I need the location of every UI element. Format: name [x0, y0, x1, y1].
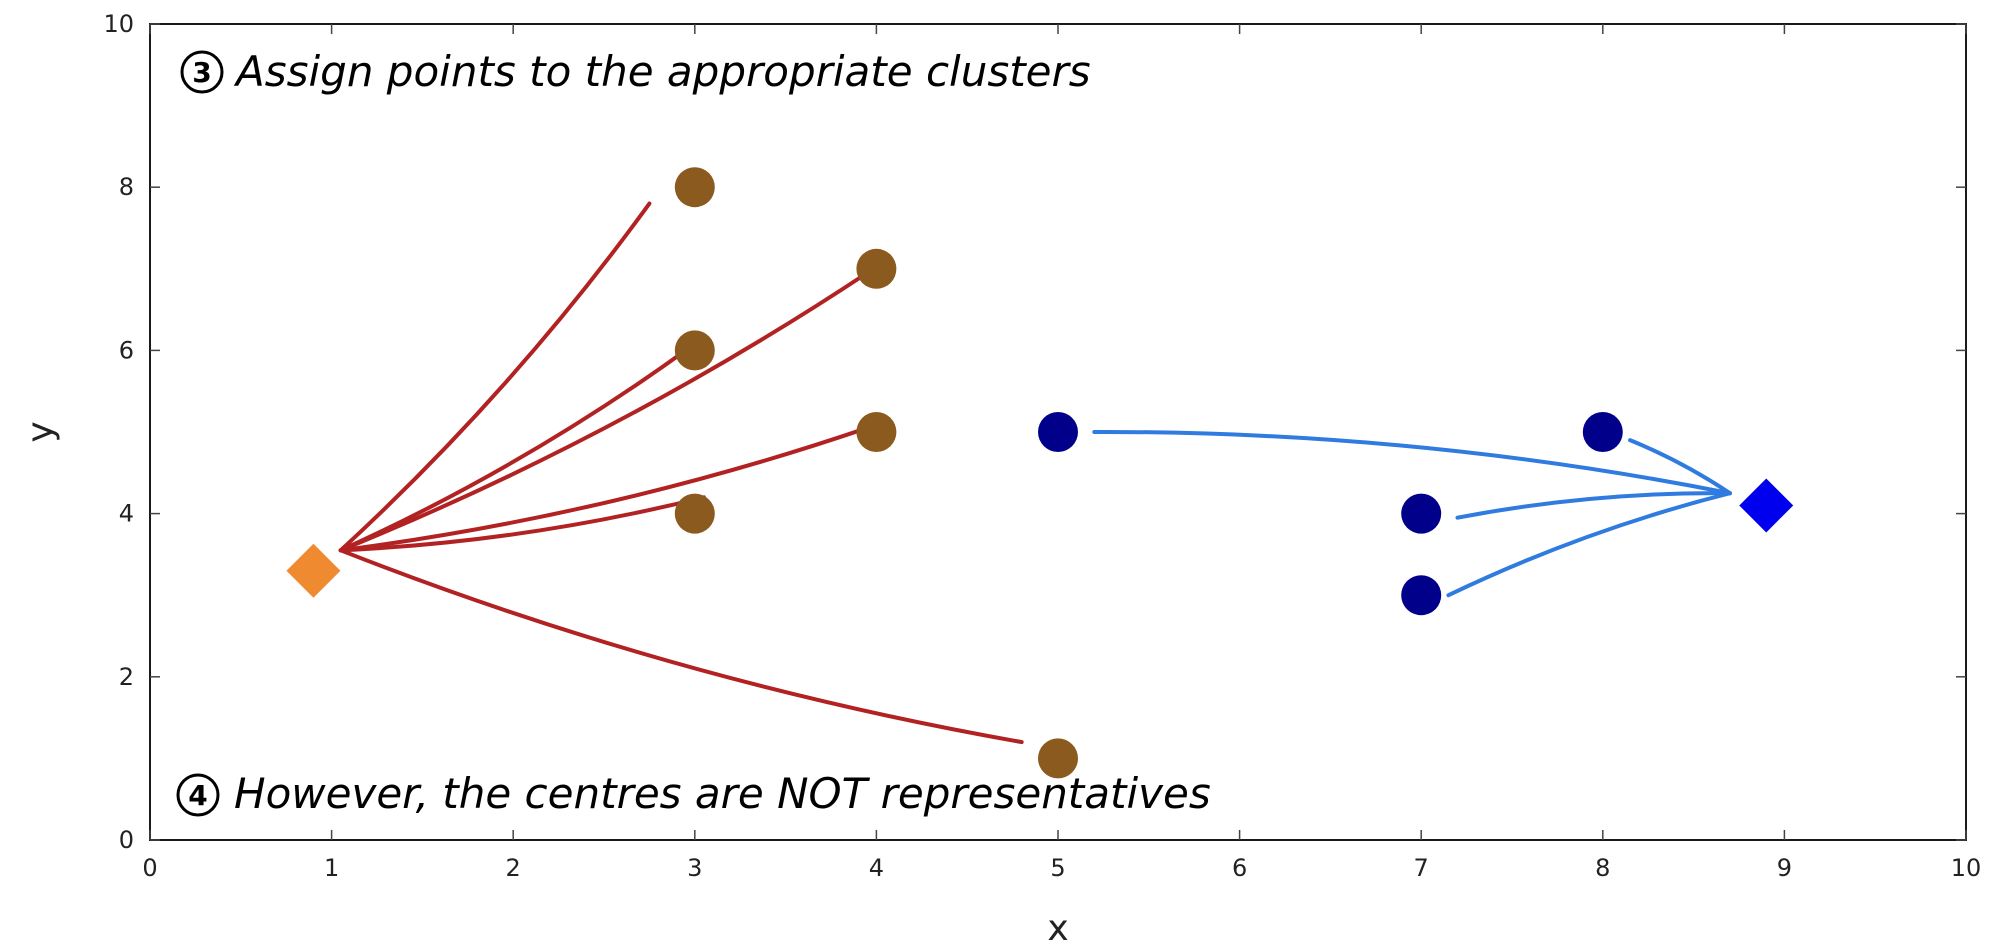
step-4-text: However, the centres are NOT representat…: [234, 769, 1211, 818]
assignment-line-blue: [1455, 491, 1732, 520]
x-tick-labels: 0 1 2 3 4 5 6 7 8 9 10: [142, 854, 1981, 882]
y-axis-label: y: [20, 421, 61, 442]
y-tick-label: 4: [119, 500, 134, 528]
x-tick-label: 10: [1951, 854, 1982, 882]
y-tick-label: 10: [103, 10, 134, 38]
centroid-diamond: [1739, 478, 1794, 533]
x-tick-label: 4: [869, 854, 884, 882]
step-3-circle-icon: [180, 50, 224, 94]
assignment-lines: [338, 201, 1732, 745]
annotation-step-4: 4 However, the centres are NOT represent…: [176, 769, 1211, 818]
y-tick-label: 8: [119, 173, 134, 201]
assignment-line-red: [338, 425, 870, 553]
x-tick-label: 2: [506, 854, 521, 882]
data-point: [1582, 412, 1623, 452]
x-tick-label: 5: [1050, 854, 1065, 882]
step-3-text: Assign points to the appropriate cluster…: [233, 47, 1091, 96]
x-tick-label: 6: [1232, 854, 1247, 882]
data-point: [856, 412, 897, 452]
assignment-line-blue: [1628, 438, 1732, 496]
assignment-line-red: [338, 201, 652, 553]
x-axis-label: x: [1047, 908, 1068, 949]
x-tick-label: 9: [1777, 854, 1792, 882]
data-point: [674, 493, 715, 534]
data-point: [674, 330, 715, 371]
annotation-step-3: 3 Assign points to the appropriate clust…: [180, 47, 1091, 96]
data-point: [1401, 575, 1442, 616]
axis-ticks: [149, 23, 1967, 841]
data-point: [1038, 738, 1078, 779]
assignment-line-red: [338, 270, 870, 553]
data-point: [856, 248, 897, 289]
data-point: [1401, 493, 1442, 534]
assignment-line-red: [338, 548, 1024, 745]
x-tick-label: 8: [1595, 854, 1610, 882]
y-tick-label: 2: [119, 663, 134, 691]
assignment-line-blue: [1446, 491, 1732, 598]
x-tick-label: 0: [142, 854, 157, 882]
assignment-line-red: [338, 348, 688, 553]
y-tick-labels: 0 2 4 6 8 10: [103, 10, 134, 854]
x-tick-label: 7: [1414, 854, 1429, 882]
data-point: [1038, 412, 1078, 452]
x-tick-label: 3: [687, 854, 702, 882]
data-point: [674, 167, 715, 208]
centroid-diamond: [286, 543, 341, 598]
assignment-line-red: [338, 495, 706, 553]
step-3-number: 3: [192, 56, 211, 89]
data-points: [286, 167, 1794, 779]
assignment-line-blue: [1092, 429, 1732, 496]
y-tick-label: 0: [119, 826, 134, 854]
step-4-circle-icon: [176, 773, 220, 817]
x-tick-label: 1: [324, 854, 339, 882]
step-4-number: 4: [188, 779, 207, 812]
y-tick-label: 6: [119, 336, 134, 364]
